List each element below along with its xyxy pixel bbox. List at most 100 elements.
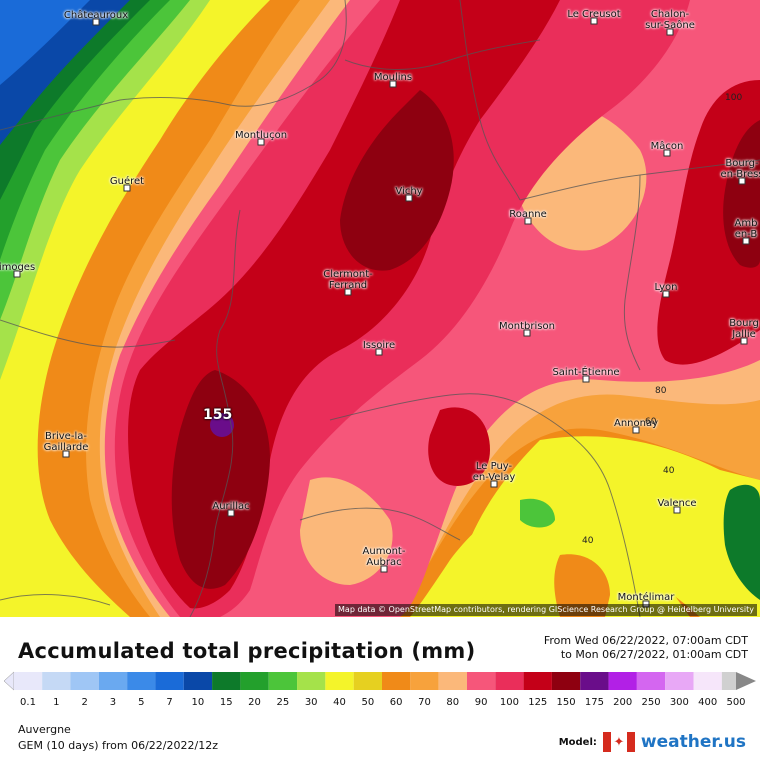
city-label: Saint-Étienne — [552, 367, 620, 378]
legend-title: Accumulated total precipitation (mm) — [18, 639, 476, 663]
scale-tick-label: 1 — [53, 697, 60, 708]
scale-swatch — [155, 672, 184, 690]
city-label: Lyon — [654, 282, 678, 293]
scale-swatch — [721, 672, 736, 690]
region-name: Auvergne — [18, 723, 71, 736]
city-label: Châteauroux — [63, 10, 129, 21]
city-marker — [632, 426, 640, 434]
band-7 — [0, 0, 90, 85]
city-marker — [738, 177, 746, 185]
scale-swatch — [297, 672, 326, 690]
scale-tick-label: 60 — [389, 697, 403, 708]
city-label: Bourg Jallie — [729, 318, 759, 340]
contour-label: 80 — [655, 386, 667, 396]
scale-tick-label: 400 — [698, 697, 718, 708]
city-label: Amb en-B — [734, 218, 758, 240]
city-label: Montbrison — [499, 321, 555, 332]
scale-tick-label: 250 — [641, 697, 661, 708]
band-150-vichy — [340, 90, 454, 271]
scale-swatch — [70, 672, 99, 690]
city-label: Chalon-sur-Saône — [645, 9, 695, 31]
scale-swatch — [240, 672, 269, 690]
city-marker — [405, 194, 413, 202]
city-label: Montluçon — [234, 130, 288, 141]
band-80-aubrac — [300, 477, 393, 585]
scale-swatch — [268, 672, 298, 690]
canada-flag-icon: ✦ — [602, 732, 635, 752]
scale-tick-label: 125 — [528, 697, 548, 708]
scale-tick-label: 2 — [81, 697, 88, 708]
scale-swatch — [183, 672, 213, 690]
city-marker — [92, 18, 100, 26]
scale-tick-label: 90 — [474, 697, 488, 708]
city-marker — [62, 450, 70, 458]
city-marker — [590, 17, 598, 25]
scale-swatch — [523, 672, 552, 690]
contour-label: 100 — [725, 93, 743, 103]
city-label: Annonay — [613, 418, 659, 429]
city-marker — [742, 237, 750, 245]
date-to: to Mon 06/27/2022, 01:00am CDT — [560, 648, 748, 661]
scale-swatch — [665, 672, 694, 690]
precipitation-map: Châteauroux Le Creusot Chalon-sur-Saône Mou… — [0, 0, 760, 617]
scale-swatch — [13, 672, 43, 690]
scale-swatch — [127, 672, 156, 690]
city-marker — [740, 337, 748, 345]
scale-swatch — [636, 672, 666, 690]
map-attribution: Map data © OpenStreetMap contributors, r… — [335, 604, 757, 616]
city-marker — [662, 290, 670, 298]
scale-swatch — [551, 672, 581, 690]
scale-tick-label: 0.1 — [20, 697, 36, 708]
max-value-label: 155 — [203, 407, 233, 423]
city-marker — [582, 375, 590, 383]
band-150-east — [723, 120, 760, 268]
city-marker — [666, 28, 674, 36]
scale-tick-label: 20 — [248, 697, 261, 708]
city-label: imoges — [0, 262, 36, 273]
brand-logo[interactable]: Model: ✦ weather.us — [559, 731, 746, 753]
scale-tick-label: 15 — [219, 697, 233, 708]
scale-tick-label: 30 — [304, 697, 318, 708]
max-cell — [210, 413, 234, 437]
scale-tick-label: 150 — [556, 697, 576, 708]
city-label: Clermont- Ferrand — [323, 269, 373, 291]
contour-label: 40 — [582, 536, 594, 546]
scale-tick-label: 80 — [446, 697, 460, 708]
band-150-aurillac — [171, 370, 270, 589]
city-label: Mâcon — [650, 141, 684, 152]
scale-tick-label: 70 — [418, 697, 431, 708]
model-run: GEM (10 days) from 06/22/2022/12z — [18, 739, 218, 752]
band-125-east — [657, 80, 760, 365]
scale-swatch — [438, 672, 467, 690]
band-40-se — [450, 436, 760, 617]
city-label: Brive-la- Gaillarde — [43, 431, 89, 453]
scale-tick-label: 25 — [276, 697, 290, 708]
map-canvas — [0, 0, 760, 617]
scale-tick-label: 40 — [333, 697, 346, 708]
city-marker — [257, 138, 265, 146]
scale-swatch — [212, 672, 241, 690]
city-marker — [524, 217, 532, 225]
city-marker — [389, 80, 397, 88]
scale-tick-label: 7 — [166, 697, 173, 708]
model-label: Model: — [558, 736, 597, 748]
color-scale-ticks: 0.1 1 2 3 5 7 10 15 20 25 30 40 50 60 70 80 90 100 125 150 1… — [0, 697, 760, 711]
city-label: Roanne — [509, 209, 547, 220]
scale-tick-label: 3 — [109, 697, 117, 708]
boundaries — [0, 0, 760, 617]
scale-tick-label: 300 — [669, 697, 689, 708]
scale-tick-label: 100 — [499, 697, 519, 708]
scale-swatch — [608, 672, 637, 690]
scale-swatch — [325, 672, 354, 690]
color-scale-bar — [3, 671, 756, 691]
scale-tick-label: 500 — [726, 697, 746, 708]
scale-swatch — [693, 672, 722, 690]
city-marker — [375, 348, 383, 356]
scale-swatch — [382, 672, 411, 690]
scale-tick-label: 50 — [361, 697, 375, 708]
scale-swatch — [42, 672, 71, 690]
scale-swatch — [410, 672, 439, 690]
city-label: Vichy — [395, 186, 423, 197]
scale-arrow-left — [3, 671, 15, 691]
scale-swatch — [466, 672, 496, 690]
